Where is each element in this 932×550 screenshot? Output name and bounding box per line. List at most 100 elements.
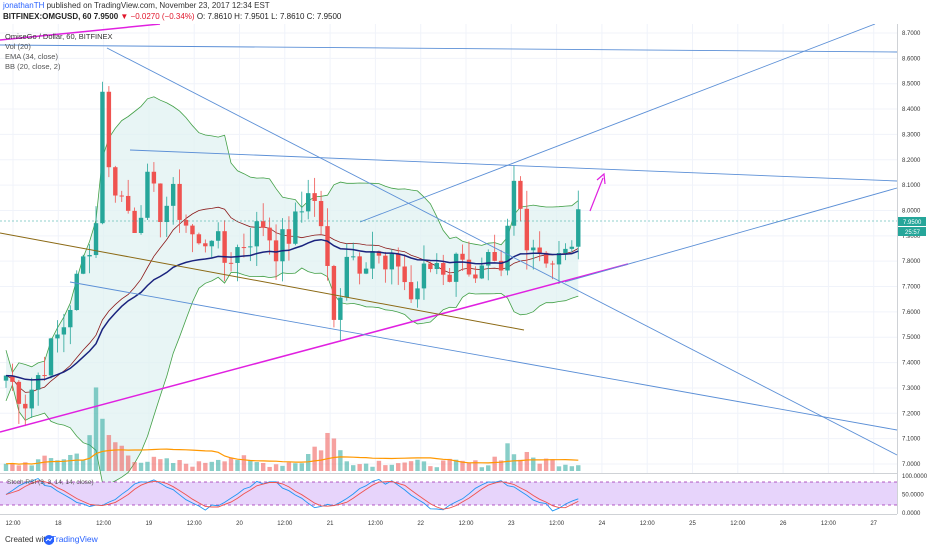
candle-body <box>164 205 169 223</box>
ema-line <box>5 238 579 381</box>
volume-bar <box>74 453 79 471</box>
volume-bar <box>492 456 497 471</box>
candle-body <box>286 229 292 244</box>
last-price-tag: 7.9500 <box>898 217 926 226</box>
arrow-annotation[interactable] <box>589 177 604 212</box>
trendline[interactable] <box>564 187 898 283</box>
rsi-axis: 100.0000 50.0000 0.0000 <box>902 474 928 517</box>
candle-body <box>267 227 272 241</box>
y-tick-label: 7.4000 <box>902 361 921 367</box>
trendline[interactable] <box>359 24 876 223</box>
volume-bar <box>55 460 60 471</box>
publish-info: jonathanTH published on TradingView.com,… <box>3 1 270 10</box>
y-tick-label: 7.7000 <box>902 285 921 291</box>
x-tick-label: 21 <box>327 521 334 527</box>
candle-body <box>16 381 22 404</box>
candle-body <box>80 256 86 274</box>
volume-bar <box>254 462 259 471</box>
x-tick-label: 27 <box>870 521 877 527</box>
x-tick-label: 12:00 <box>187 521 203 527</box>
candle-body <box>10 375 15 382</box>
candle-body <box>312 193 317 201</box>
volume-bar <box>363 463 369 471</box>
volume-bar <box>48 458 54 471</box>
trendlines[interactable] <box>0 24 898 456</box>
volume-bar <box>306 454 311 471</box>
volume-bar <box>331 438 337 471</box>
x-tick-label: 18 <box>55 521 62 527</box>
trendline[interactable] <box>0 263 629 433</box>
candle-body <box>383 255 388 270</box>
chart[interactable]: 8.7000 8.6000 8.5000 8.4000 8.3000 8.2000 8.10… <box>0 24 932 532</box>
legend-vol[interactable]: Vol (20) <box>5 42 31 51</box>
bollinger-lower-line <box>5 267 579 485</box>
trendline[interactable] <box>0 232 525 331</box>
trendline[interactable] <box>69 281 898 431</box>
trendline[interactable] <box>129 149 898 182</box>
volume-bar <box>151 456 157 471</box>
trendline[interactable] <box>0 44 898 53</box>
candle-body <box>196 234 202 244</box>
candle-body <box>396 253 401 267</box>
volume-bar <box>312 446 317 471</box>
volume-bar <box>23 462 28 471</box>
candle-body <box>119 195 124 197</box>
volume-bar <box>280 465 285 471</box>
candle-body <box>556 252 562 265</box>
volume-bar <box>248 459 253 471</box>
legend-ema[interactable]: EMA (34, close) <box>5 52 58 61</box>
volume-bar <box>241 455 247 471</box>
volume-bar <box>389 464 394 471</box>
volume-bar <box>415 459 420 471</box>
published-text: published on TradingView.com, November 2… <box>46 1 270 10</box>
candle-body <box>505 225 510 271</box>
candle-body <box>177 183 182 220</box>
candle-body <box>55 334 60 339</box>
y-tick-label: 8.5000 <box>902 82 921 88</box>
candle-body <box>3 375 9 381</box>
x-tick-label: 20 <box>236 521 243 527</box>
volume-bar <box>93 387 99 471</box>
candle-body <box>376 251 382 256</box>
volume-bar <box>550 459 555 471</box>
tradingview-brand[interactable]: TradingView <box>51 534 98 544</box>
candle-body <box>402 266 407 283</box>
candle-body <box>87 255 92 257</box>
trendline[interactable] <box>0 24 161 41</box>
y-tick-label: 7.2000 <box>902 411 921 417</box>
candle-body <box>23 403 28 409</box>
candle-body <box>280 229 285 262</box>
candles <box>3 81 581 427</box>
symbol-line: BITFINEX:OMGUSD, 60 <box>3 12 92 21</box>
legend-bb[interactable]: BB (20, close, 2) <box>5 62 61 71</box>
price-axis[interactable]: 8.7000 8.6000 8.5000 8.4000 8.3000 8.2000 8.10… <box>902 31 921 468</box>
volume-bar <box>479 467 485 471</box>
volume-bar <box>119 445 124 471</box>
rsi-tick-label: 100.0000 <box>902 474 928 480</box>
volume-bar <box>524 451 530 471</box>
last-price: 7.9500 <box>93 12 119 21</box>
created-with-text: Created with <box>5 535 50 544</box>
candle-body <box>338 297 343 320</box>
price-change: ▼ −0.0270 (−0.34%) <box>120 12 195 21</box>
volume-bar <box>325 432 330 471</box>
volume-bar <box>164 458 169 471</box>
author-link[interactable]: jonathanTH <box>3 1 45 10</box>
trendline[interactable] <box>106 47 898 456</box>
candle-body <box>158 183 163 223</box>
arrow-head <box>596 172 606 185</box>
volume-bar <box>576 465 581 471</box>
x-tick-label: 26 <box>780 521 787 527</box>
volume-bar <box>158 459 163 471</box>
tradingview-logo-icon <box>44 535 54 545</box>
candle-body <box>537 247 542 253</box>
x-tick-label: 24 <box>599 521 606 527</box>
volume-bar <box>428 466 433 471</box>
candle-body <box>132 210 137 233</box>
volume-bar <box>537 463 542 471</box>
time-axis[interactable]: 12:00 18 12:00 19 12:00 20 12:00 21 12:00 22 12:00… <box>5 521 877 527</box>
candle-body <box>248 246 253 248</box>
volume-bar <box>196 461 202 471</box>
candle-body <box>389 253 394 270</box>
volume-bar <box>267 466 272 471</box>
